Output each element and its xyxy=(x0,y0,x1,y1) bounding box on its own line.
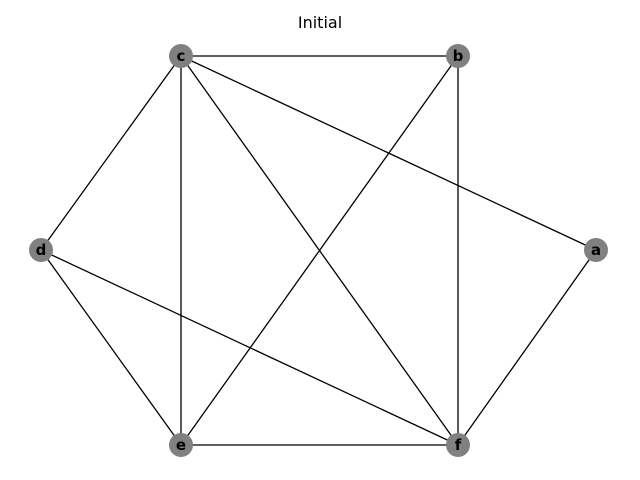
node-circle-f xyxy=(446,433,470,457)
node-circle-a xyxy=(584,238,608,262)
node-f: f xyxy=(446,433,470,457)
node-e: e xyxy=(169,433,193,457)
edges-layer xyxy=(40,55,597,446)
node-c: c xyxy=(169,44,193,68)
node-label-c: c xyxy=(177,47,186,65)
node-b: b xyxy=(446,44,470,68)
node-circle-b xyxy=(446,44,470,68)
node-circle-c xyxy=(169,44,193,68)
node-label-f: f xyxy=(455,436,462,454)
node-d: d xyxy=(29,238,53,262)
node-label-a: a xyxy=(591,241,601,259)
nodes-layer: a b c d e f xyxy=(29,44,608,457)
edge-a-f xyxy=(457,249,597,446)
edge-d-f xyxy=(40,249,459,446)
node-circle-e xyxy=(169,433,193,457)
node-label-e: e xyxy=(176,436,186,454)
node-a: a xyxy=(584,238,608,262)
edge-d-e xyxy=(40,249,182,446)
node-label-d: d xyxy=(36,241,47,259)
node-label-b: b xyxy=(453,47,464,65)
graph-title: Initial xyxy=(298,13,342,32)
edge-b-e xyxy=(180,55,459,446)
node-circle-d xyxy=(29,238,53,262)
edge-c-d xyxy=(40,55,182,251)
